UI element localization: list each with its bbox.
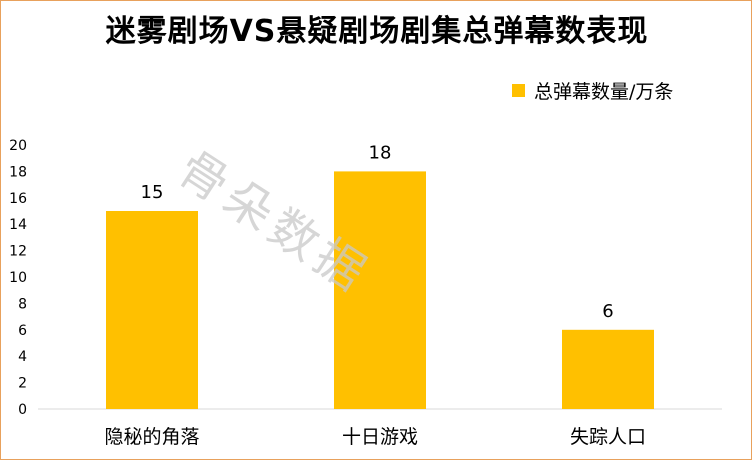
y-tick-label: 14 xyxy=(9,217,27,233)
x-axis-categories: 隐秘的角落 十日游戏 失踪人口 xyxy=(104,426,646,448)
data-label: 18 xyxy=(369,142,392,163)
y-axis: 0 2 4 6 8 10 12 14 16 18 20 xyxy=(9,138,27,418)
category-label: 失踪人口 xyxy=(570,426,646,448)
y-tick-label: 0 xyxy=(18,402,27,418)
data-label: 6 xyxy=(602,301,613,322)
y-tick-label: 12 xyxy=(9,244,27,260)
bar xyxy=(562,329,654,409)
y-tick-label: 4 xyxy=(18,349,27,365)
y-tick-label: 20 xyxy=(9,138,27,154)
chart-title: 迷雾剧场VS悬疑剧场剧集总弹幕数表现 xyxy=(105,14,649,49)
bar xyxy=(106,211,198,409)
data-label: 15 xyxy=(141,182,164,203)
y-tick-label: 18 xyxy=(9,164,27,180)
category-label: 十日游戏 xyxy=(342,426,418,448)
legend: 总弹幕数量/万条 xyxy=(512,78,674,103)
legend-label: 总弹幕数量/万条 xyxy=(534,80,674,103)
y-tick-label: 6 xyxy=(18,323,27,339)
y-tick-label: 2 xyxy=(18,376,27,392)
bar xyxy=(334,171,426,409)
y-tick-label: 8 xyxy=(18,296,27,312)
legend-swatch xyxy=(512,83,525,97)
category-label: 隐秘的角落 xyxy=(104,426,199,448)
data-labels: 15 18 6 xyxy=(141,142,614,321)
y-tick-label: 16 xyxy=(9,191,27,207)
y-tick-label: 10 xyxy=(9,270,27,286)
bars xyxy=(106,171,654,409)
